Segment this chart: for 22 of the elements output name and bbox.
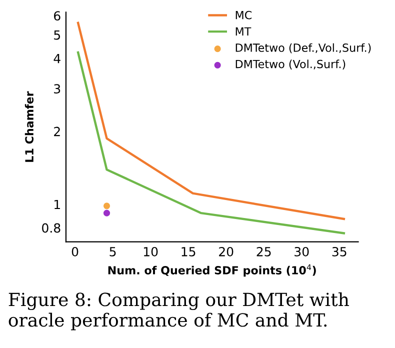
legend-label: MC bbox=[236, 10, 252, 20]
y-tick-label: 6 bbox=[54, 11, 60, 21]
caption: Figure 8: Comparing our DMTet with oracle performance of MC and MT. bbox=[8, 292, 349, 330]
y-tick-label: 1 bbox=[54, 200, 60, 210]
legend-label: DMTetwo (Vol.,Surf.) bbox=[236, 60, 346, 70]
x-tick-label: 25 bbox=[256, 246, 271, 256]
legend-label: DMTetwo (Def.,Vol.,Surf.) bbox=[236, 43, 371, 54]
x-tick-label: 15 bbox=[182, 247, 196, 256]
y-axis-title: L1 Chamfer bbox=[24, 91, 34, 162]
y-tick-label: 2 bbox=[54, 126, 60, 136]
y-tick-label: 0.8 bbox=[42, 223, 60, 233]
y-tick-label: 5 bbox=[54, 30, 60, 40]
y-tick-label: 4 bbox=[54, 54, 60, 64]
x-tick-label: 0 bbox=[72, 246, 78, 256]
x-tick-label: 35 bbox=[332, 246, 346, 256]
y-tick-label: 3 bbox=[54, 84, 60, 94]
x-tick-label: 20 bbox=[219, 246, 234, 256]
x-tick-label: 10 bbox=[144, 246, 158, 256]
x-tick-label: 30 bbox=[294, 246, 309, 256]
x-tick-label: 5 bbox=[110, 247, 116, 256]
legend-label: MT bbox=[236, 27, 252, 36]
x-axis-title: Num. of Queried SDF points (10$^{4}$) bbox=[108, 264, 316, 277]
